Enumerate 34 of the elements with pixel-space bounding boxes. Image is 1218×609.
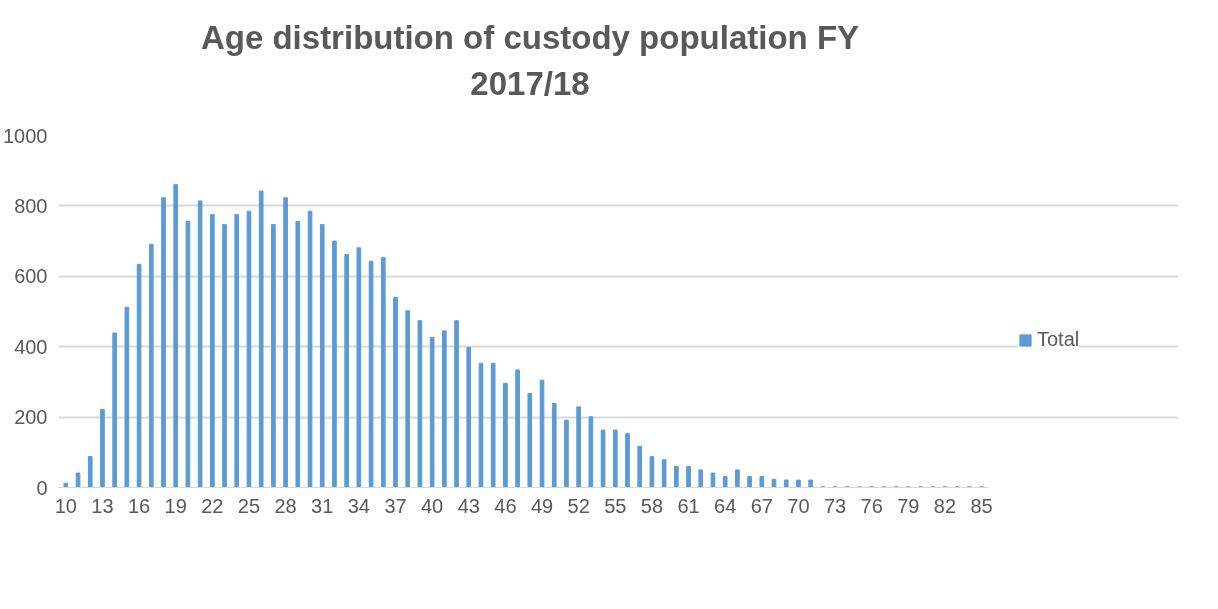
x-tick-label: 13 (91, 494, 114, 517)
x-tick-label: 49 (530, 494, 554, 517)
x-tick-label: 52 (567, 494, 590, 517)
x-tick-label: 64 (714, 494, 737, 517)
y-tick-label: 0 (36, 476, 48, 499)
x-tick-label: 76 (860, 494, 883, 517)
y-tick-label: 200 (14, 406, 48, 429)
x-tick-label: 34 (347, 494, 370, 517)
y-tick-label: 800 (14, 194, 48, 217)
x-tick-label: 55 (604, 494, 627, 517)
x-tick-label: 37 (384, 494, 407, 517)
x-tick-label: 82 (933, 494, 957, 517)
x-tick-label: 16 (127, 494, 151, 517)
y-tick-label: 400 (14, 335, 48, 358)
x-tick-label: 22 (201, 494, 224, 517)
x-tick-label: 43 (457, 494, 480, 517)
x-tick-label: 46 (494, 494, 517, 517)
x-tick-label: 85 (970, 494, 993, 517)
x-tick-label: 10 (54, 494, 77, 517)
x-tick-label: 58 (640, 494, 664, 517)
y-tick-label: 600 (14, 265, 48, 288)
x-tick-label: 73 (823, 494, 847, 517)
x-tick-label: 28 (274, 494, 297, 517)
x-tick-label: 31 (311, 494, 334, 517)
x-tick-label: 25 (237, 494, 261, 517)
x-tick-label: 40 (421, 494, 444, 517)
legend-label: Total (1037, 328, 1080, 351)
x-tick-label: 61 (677, 494, 700, 517)
x-tick-label: 70 (787, 494, 810, 517)
y-tick-label: 1000 (3, 124, 48, 147)
x-tick-label: 79 (897, 494, 920, 517)
x-tick-label: 67 (750, 494, 773, 517)
chart-title: Age distribution of custody population FY 2017/18 (199, 18, 861, 105)
x-tick-label: 19 (164, 494, 187, 517)
